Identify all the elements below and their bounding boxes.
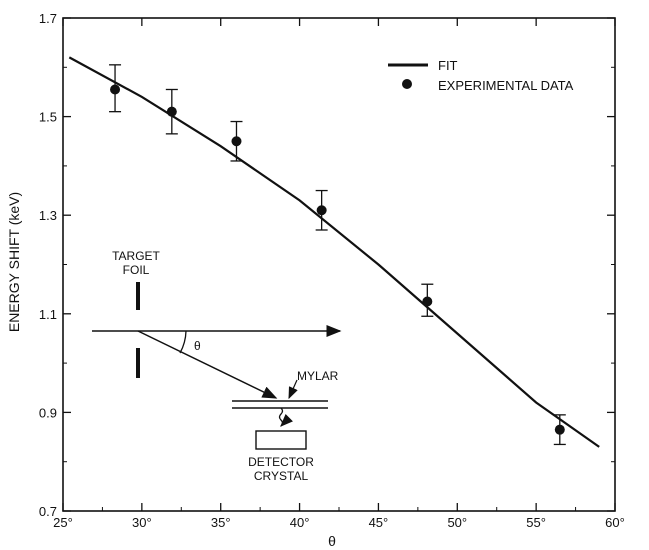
data-point (110, 84, 121, 95)
legend-data-marker (402, 79, 412, 89)
scattered-arrow (137, 330, 278, 399)
inset-diagram: TARGET FOIL θ MYLAR DETECTOR CRYSTAL (92, 249, 342, 483)
fit-line (68, 56, 600, 448)
data-point (554, 424, 565, 435)
x-axis-label: θ (328, 533, 336, 549)
data-point (231, 136, 242, 147)
data-point (422, 296, 433, 307)
x-tick-label: 30° (132, 515, 152, 530)
theta-arc (179, 330, 187, 354)
y-tick-label: 0.7 (39, 504, 57, 519)
mylar-pointer (288, 379, 298, 400)
mylar-label: MYLAR (297, 369, 339, 383)
x-tick-label: 25° (53, 515, 73, 530)
y-tick-label: 1.5 (39, 110, 57, 125)
x-tick-label: 55° (526, 515, 546, 530)
data-point (166, 106, 177, 117)
data-point (316, 205, 327, 216)
y-tick-label: 1.3 (39, 208, 57, 223)
wavy-xray-arrow (278, 407, 293, 427)
x-tick-label: 45° (369, 515, 389, 530)
x-tick-label: 40° (290, 515, 310, 530)
target-label: TARGET (112, 249, 160, 263)
theta-label: θ (194, 339, 201, 353)
x-tick-label: 35° (211, 515, 231, 530)
legend-data-label: EXPERIMENTAL DATA (438, 78, 574, 93)
x-tick-label: 50° (447, 515, 467, 530)
foil-label: FOIL (123, 263, 150, 277)
y-tick-label: 0.9 (39, 405, 57, 420)
detector-label: DETECTOR (248, 455, 314, 469)
y-tick-label: 1.1 (39, 307, 57, 322)
x-tick-label: 60° (605, 515, 625, 530)
detector-crystal-box (255, 430, 307, 450)
crystal-label: CRYSTAL (254, 469, 309, 483)
y-axis-label: ENERGY SHIFT (keV) (6, 192, 22, 332)
legend-fit-label: FIT (438, 58, 458, 73)
y-tick-label: 1.7 (39, 11, 57, 26)
legend: FIT EXPERIMENTAL DATA (388, 58, 574, 93)
